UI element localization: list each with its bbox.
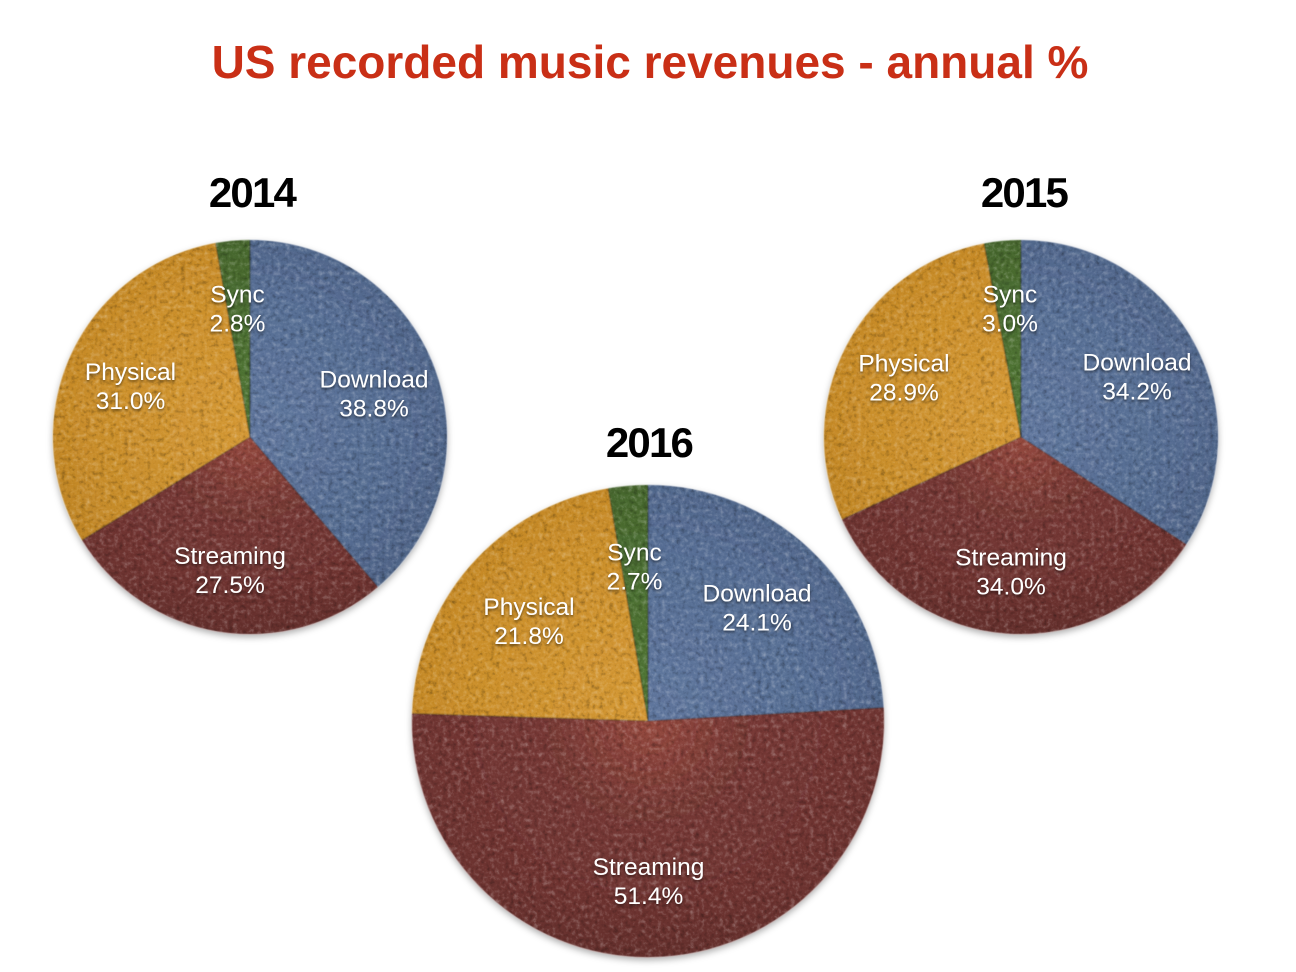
svg-text:Streaming: Streaming	[955, 545, 1067, 572]
svg-text:Physical: Physical	[858, 351, 949, 378]
svg-text:3.0%: 3.0%	[982, 311, 1038, 338]
svg-text:Download: Download	[703, 581, 812, 608]
svg-text:Download: Download	[320, 367, 429, 394]
svg-text:21.8%: 21.8%	[494, 623, 563, 650]
svg-text:34.0%: 34.0%	[976, 574, 1045, 601]
svg-text:US recorded music revenues - a: US recorded music revenues - annual %	[212, 36, 1089, 88]
svg-text:Streaming: Streaming	[174, 543, 286, 570]
svg-text:2015: 2015	[981, 169, 1069, 216]
svg-text:Streaming: Streaming	[593, 854, 705, 881]
svg-text:31.0%: 31.0%	[96, 388, 165, 415]
svg-text:2.7%: 2.7%	[607, 569, 663, 596]
svg-text:Download: Download	[1083, 350, 1192, 377]
svg-text:Sync: Sync	[607, 540, 661, 567]
svg-text:Physical: Physical	[85, 359, 176, 386]
svg-text:34.2%: 34.2%	[1102, 379, 1171, 406]
svg-text:2.8%: 2.8%	[210, 311, 266, 338]
svg-text:51.4%: 51.4%	[614, 883, 683, 910]
svg-text:2014: 2014	[209, 169, 298, 216]
svg-text:38.8%: 38.8%	[339, 396, 408, 423]
svg-text:24.1%: 24.1%	[722, 610, 791, 637]
svg-text:2016: 2016	[606, 419, 693, 466]
svg-text:Sync: Sync	[210, 282, 264, 309]
svg-text:Physical: Physical	[483, 594, 574, 621]
svg-text:28.9%: 28.9%	[869, 380, 938, 407]
svg-text:27.5%: 27.5%	[195, 572, 264, 599]
svg-text:Sync: Sync	[983, 282, 1037, 309]
